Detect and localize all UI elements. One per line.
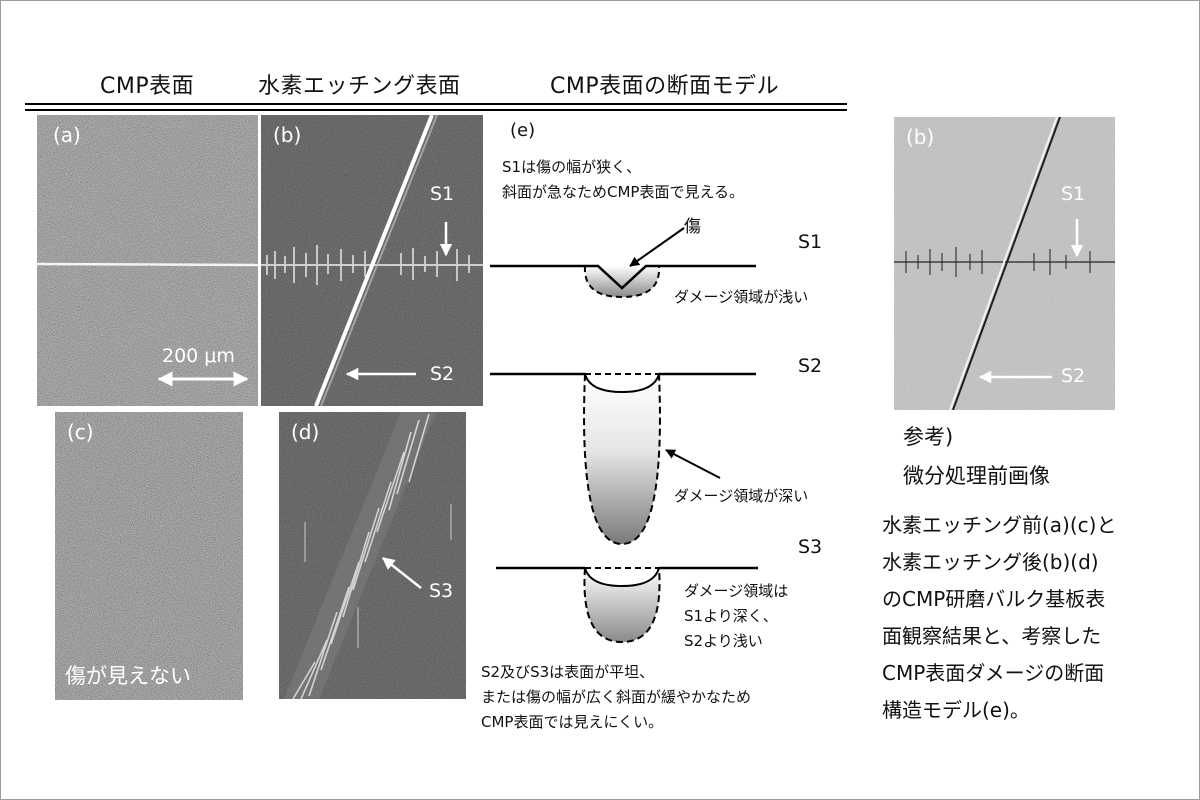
summary-line1: 水素エッチング前(a)(c)と [882, 513, 1117, 537]
panel-a-label: (a) [53, 123, 81, 147]
summary-line3: のCMP研磨バルク基板表 [882, 587, 1106, 611]
model-bottom-note-line1: S2及びS3は表面が平坦、 [481, 663, 655, 681]
summary-line6: 構造モデル(e)。 [882, 698, 1030, 722]
reference-s1-label: S1 [1061, 183, 1086, 205]
model-s2-damage: ダメージ領域が深い [674, 487, 809, 505]
model-bottom-note: S2及びS3は表面が平坦、 または傷の幅が広く斜面が緩やかなため CMP表面では… [481, 660, 751, 735]
model-s3-damage-line3: S2より浅い [684, 632, 763, 650]
model-s2-label: S2 [798, 355, 823, 377]
model-bottom-note-line3: CMP表面では見えにくい。 [481, 713, 664, 731]
panel-b-label: (b) [273, 123, 302, 147]
panel-c-caption: 傷が見えない [65, 664, 191, 688]
header-cross-section-model: CMP表面の断面モデル [550, 74, 780, 99]
header-h-etch-surface: 水素エッチング表面 [258, 74, 461, 99]
panel-d-s3-label: S3 [429, 580, 454, 602]
summary-line2: 水素エッチング後(b)(d) [882, 550, 1099, 574]
model-s3-damage-line2: S1より深く、 [684, 607, 778, 625]
model-s3-damage: ダメージ領域は S1より深く、 S2より浅い [684, 579, 788, 654]
reference-caption-line2: 微分処理前画像 [903, 464, 1050, 488]
summary-line4: 面観察結果と、考察した [882, 624, 1102, 648]
panel-d-label: (d) [291, 420, 320, 444]
model-s1-note-line2: 斜面が急なためCMP表面で見える。 [502, 183, 745, 201]
image-panel-d: (d) S3 [279, 412, 466, 699]
summary-line5: CMP表面ダメージの断面 [882, 661, 1105, 685]
reference-s2-label: S2 [1061, 365, 1086, 387]
reference-b-label: (b) [906, 125, 935, 149]
scale-bar-label: 200 μm [162, 345, 235, 367]
model-bottom-note-line2: または傷の幅が広く斜面が緩やかなため [481, 688, 752, 706]
header-rule-bottom [25, 109, 847, 111]
model-s3-damage-line1: ダメージ領域は [684, 582, 789, 600]
cross-section-diagram [490, 227, 758, 644]
model-label-e: (e) [510, 120, 536, 141]
image-panel-a: (a) 200 μm [37, 115, 258, 406]
header-cmp-surface: CMP表面 [100, 74, 195, 99]
model-s3-label: S3 [798, 536, 823, 558]
model-s1-label: S1 [798, 231, 823, 253]
scratch-label: 傷 [684, 217, 701, 237]
panel-c-label: (c) [67, 420, 94, 444]
image-panel-c: (c) 傷が見えない [55, 412, 243, 700]
image-panel-b: (b) S1 S2 [261, 115, 483, 406]
model-s1-note-line1: S1は傷の幅が狭く、 [502, 158, 642, 176]
figure-summary: 水素エッチング前(a)(c)と 水素エッチング後(b)(d) のCMP研磨バルク… [882, 507, 1116, 729]
reference-caption-line1: 参考) [903, 425, 954, 449]
reference-image-panel: (b) S1 S2 [894, 117, 1115, 410]
panel-b-s1-label: S1 [430, 183, 455, 205]
header-rule-top [25, 103, 847, 105]
panel-b-s2-label: S2 [430, 363, 455, 385]
model-s1-damage: ダメージ領域が浅い [674, 288, 809, 306]
